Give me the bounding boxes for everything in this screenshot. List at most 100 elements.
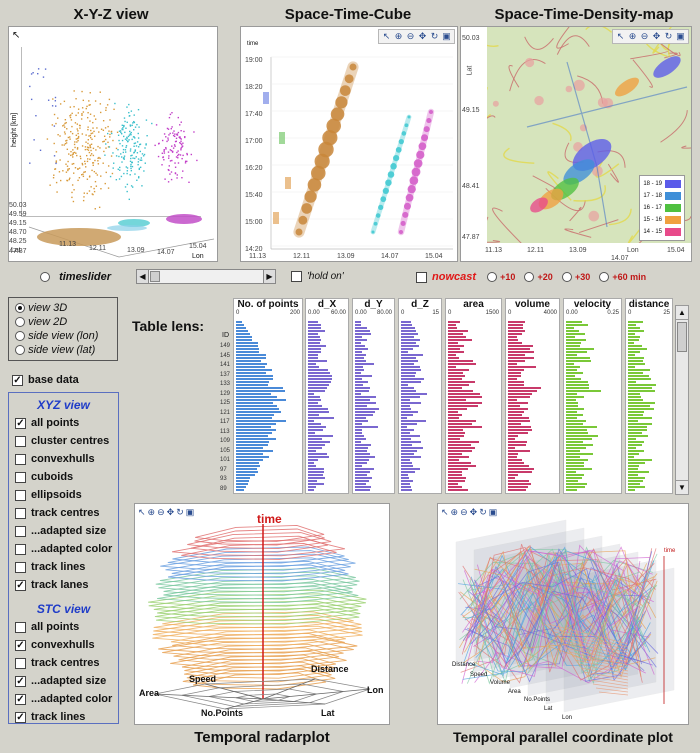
- view-option[interactable]: view 2D: [15, 316, 111, 330]
- stc-option-checkbox[interactable]: ✓ ...adapted size: [15, 675, 107, 687]
- column-header[interactable]: volume: [514, 299, 550, 310]
- view-option[interactable]: side view (lon): [15, 330, 111, 344]
- zoom-in-icon[interactable]: ⊕: [628, 31, 637, 41]
- zoom-out-icon[interactable]: ⊖: [640, 31, 649, 41]
- zoom-out-icon[interactable]: ⊖: [460, 507, 468, 517]
- pointer-icon[interactable]: ↖: [138, 507, 146, 517]
- slider-right-arrow[interactable]: ▶: [263, 270, 275, 283]
- radar-plot[interactable]: [135, 504, 390, 725]
- export-icon[interactable]: ▣: [185, 507, 195, 517]
- zoom-out-icon[interactable]: ⊖: [406, 31, 415, 41]
- zoom-in-icon[interactable]: ⊕: [147, 507, 156, 517]
- lens-bar: [355, 441, 362, 443]
- slider-thumb[interactable]: [150, 271, 160, 282]
- column-header[interactable]: d_X: [317, 299, 337, 310]
- table-lens-column[interactable]: area 0 1500: [445, 298, 502, 494]
- pan-icon[interactable]: ✥: [652, 31, 661, 41]
- column-header[interactable]: d_Z: [411, 299, 429, 310]
- stc-option-checkbox[interactable]: ✓ convexhulls: [15, 639, 95, 651]
- column-header[interactable]: d_Y: [364, 299, 383, 310]
- xyz-option-checkbox[interactable]: ellipsoids: [15, 488, 112, 506]
- column-header[interactable]: No. of points: [237, 299, 299, 310]
- pcp-panel[interactable]: ↖ ⊕ ⊖ ✥ ↻ ▣ time Distance Speed Volume A…: [437, 503, 689, 725]
- table-lens-column[interactable]: distance 0 25: [625, 298, 673, 494]
- lens-bar: [566, 447, 586, 449]
- pcp-toolbar[interactable]: ↖ ⊕ ⊖ ✥ ↻ ▣: [441, 507, 497, 518]
- column-header[interactable]: distance: [628, 299, 670, 310]
- data-point: [77, 168, 79, 170]
- lens-bar: [508, 471, 532, 473]
- xyz-option-checkbox[interactable]: ...adapted size: [15, 524, 112, 542]
- xyz-option-checkbox[interactable]: ✓ all points: [15, 417, 80, 429]
- nowcast-option[interactable]: +30: [561, 271, 590, 283]
- table-lens-column[interactable]: d_Z 0 15: [398, 298, 442, 494]
- export-icon[interactable]: ▣: [676, 31, 685, 41]
- stc-option-checkbox[interactable]: ✓ track lines: [15, 711, 86, 723]
- column-header[interactable]: velocity: [573, 299, 612, 310]
- stc-3d-plot[interactable]: [241, 27, 458, 262]
- slider-left-arrow[interactable]: ◀: [137, 270, 149, 283]
- radar-plot-panel[interactable]: ↖ ⊕ ⊖ ✥ ↻ ▣ time Speed Distance Area Lon…: [134, 503, 390, 725]
- rotate-icon[interactable]: ↻: [176, 507, 184, 517]
- zoom-in-icon[interactable]: ⊕: [394, 31, 403, 41]
- data-point: [89, 158, 91, 160]
- pointer-icon[interactable]: ↖: [12, 30, 21, 41]
- pan-icon[interactable]: ✥: [166, 507, 175, 517]
- pcp-line: [470, 561, 643, 675]
- table-lens-column[interactable]: volume 0 4000: [505, 298, 560, 494]
- stc-option-checkbox[interactable]: track centres: [15, 656, 112, 674]
- xyz-option-checkbox[interactable]: ...adapted color: [15, 542, 112, 560]
- pointer-icon[interactable]: ↖: [382, 31, 391, 41]
- view-option[interactable]: view 3D: [15, 302, 111, 316]
- parallel-coordinate-plot[interactable]: [438, 504, 689, 725]
- pan-icon[interactable]: ✥: [418, 31, 427, 41]
- radar-toolbar[interactable]: ↖ ⊕ ⊖ ✥ ↻ ▣: [138, 507, 194, 518]
- stc-option-checkbox[interactable]: all points: [15, 620, 112, 638]
- timeslider-control[interactable]: timeslider: [40, 271, 111, 283]
- scroll-down-arrow[interactable]: ▼: [676, 480, 688, 494]
- rotate-icon[interactable]: ↻: [664, 31, 673, 41]
- view-mode-group[interactable]: view 3D view 2D side view (lon) side vie…: [8, 297, 118, 361]
- table-lens-column[interactable]: No. of points 0 200: [233, 298, 303, 494]
- export-icon[interactable]: ▣: [442, 31, 451, 41]
- xyz-option-checkbox-label: track lines: [31, 561, 86, 573]
- scroll-up-arrow[interactable]: ▲: [676, 306, 688, 320]
- table-lens-column[interactable]: velocity 0.00 0.25: [563, 298, 622, 494]
- xyz-option-checkbox[interactable]: cluster centres: [15, 434, 112, 452]
- pointer-icon[interactable]: ↖: [441, 507, 449, 517]
- timeslider-track[interactable]: ◀ ▶: [136, 269, 276, 284]
- nowcast-option[interactable]: +60 min: [599, 271, 646, 283]
- pointer-icon[interactable]: ↖: [616, 31, 625, 41]
- data-point: [169, 173, 171, 175]
- export-icon[interactable]: ▣: [488, 507, 498, 517]
- zoom-in-icon[interactable]: ⊕: [450, 507, 459, 517]
- map-toolbar[interactable]: ↖ ⊕ ⊖ ✥ ↻ ▣: [612, 29, 689, 44]
- table-lens-column[interactable]: d_Y 0.00 80.00: [352, 298, 395, 494]
- xyz-view-panel[interactable]: ↖ height [km] Lat Lon 50.03 49.59 49.15 …: [8, 26, 218, 262]
- nowcast-option[interactable]: +20: [524, 271, 553, 283]
- scroll-thumb[interactable]: [677, 322, 687, 352]
- rotate-icon[interactable]: ↻: [479, 507, 487, 517]
- stc-option-checkbox[interactable]: ✓ ...adapted color: [15, 693, 113, 705]
- xyz-option-checkbox[interactable]: cuboids: [15, 470, 112, 488]
- nowcast-control[interactable]: nowcast +10 +20 +30 +60 min: [416, 271, 646, 283]
- pan-icon[interactable]: ✥: [469, 507, 478, 517]
- xyz-option-checkbox[interactable]: convexhulls: [15, 452, 112, 470]
- nowcast-option[interactable]: +10: [487, 271, 515, 283]
- view-option[interactable]: side view (lat): [15, 344, 111, 358]
- table-scrollbar[interactable]: ▲ ▼: [675, 305, 689, 495]
- timeslider-radio[interactable]: [40, 272, 50, 283]
- stc-toolbar[interactable]: ↖ ⊕ ⊖ ✥ ↻ ▣: [378, 29, 455, 44]
- base-data-checkbox[interactable]: ✓ base data: [12, 374, 79, 386]
- hold-on-checkbox[interactable]: 'hold on': [291, 271, 344, 282]
- xyz-option-checkbox[interactable]: ✓ track lanes: [15, 579, 89, 591]
- rotate-icon[interactable]: ↻: [430, 31, 439, 41]
- xyz-option-checkbox[interactable]: track centres: [15, 506, 112, 524]
- xyz-3d-plot[interactable]: [9, 27, 218, 262]
- table-lens-column[interactable]: d_X 0.00 60.00: [305, 298, 349, 494]
- density-map-panel[interactable]: ↖ ⊕ ⊖ ✥ ↻ ▣ 50.03 Lat 49.15 48.41 47.87 …: [460, 26, 692, 262]
- column-header[interactable]: area: [463, 299, 484, 310]
- stc-panel[interactable]: ↖ ⊕ ⊖ ✥ ↻ ▣ time 19:00 18:20 17:40 17:00…: [240, 26, 458, 262]
- xyz-option-checkbox[interactable]: track lines: [15, 560, 112, 578]
- zoom-out-icon[interactable]: ⊖: [157, 507, 165, 517]
